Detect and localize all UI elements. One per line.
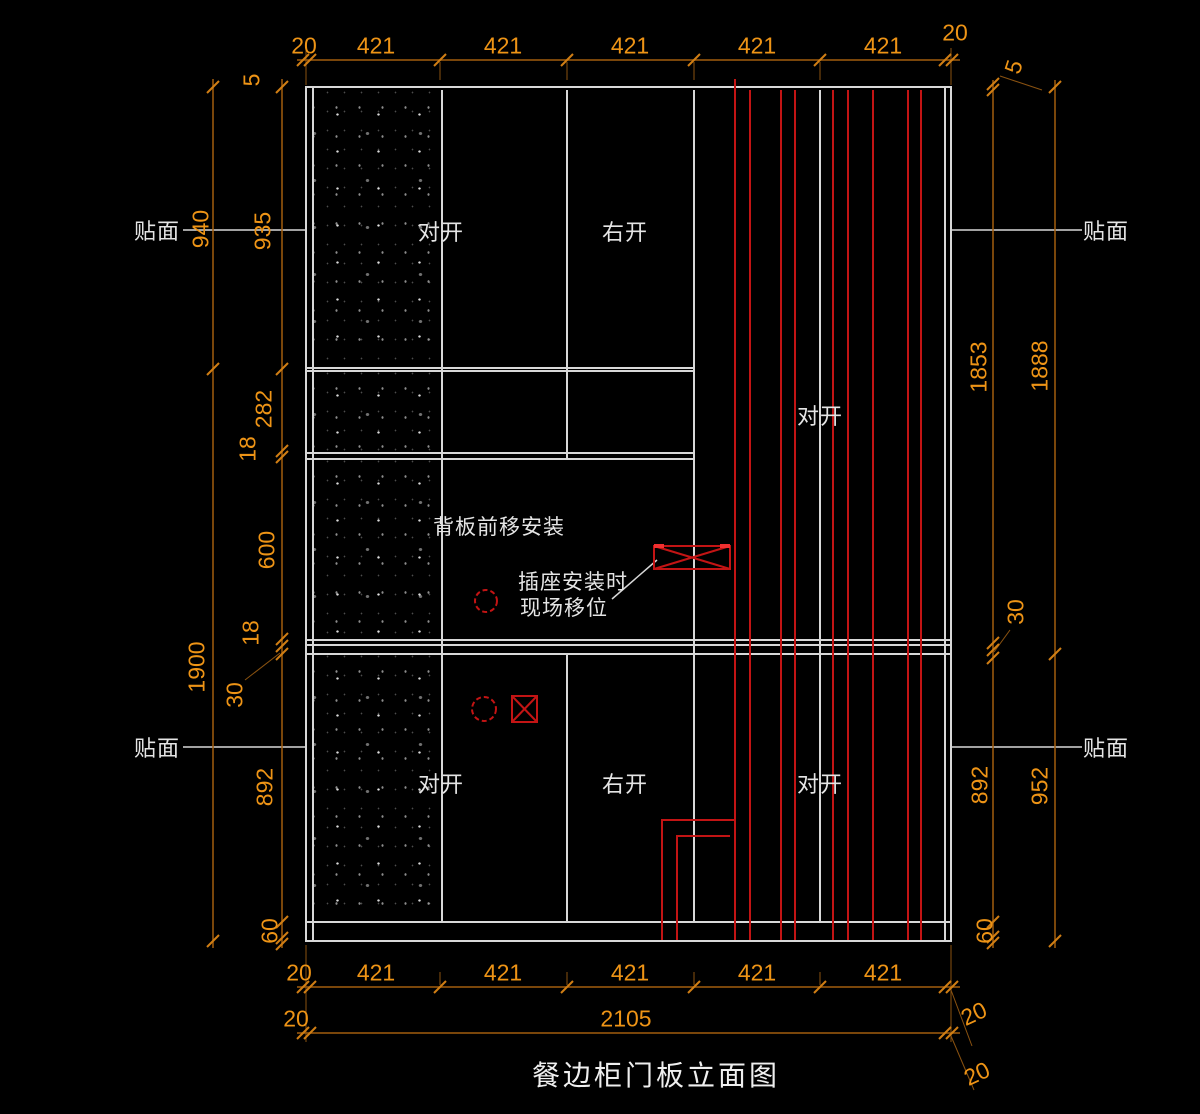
dimension-lines — [212, 59, 1056, 1034]
dim-top-20-left: 20 — [291, 32, 317, 59]
dim-top-20-right: 20 — [942, 19, 968, 46]
dim-bottom-421: 421 — [610, 959, 650, 986]
dim-left-282: 282 — [250, 389, 277, 429]
stone-hatch-panel-middle — [314, 460, 440, 639]
socket-note-line1: 插座安装时 — [518, 571, 628, 594]
veneer-label-left-bottom: 贴面 — [133, 736, 181, 761]
stone-hatch-panel-band — [314, 372, 440, 452]
circle-symbol-lower — [471, 696, 497, 722]
dim-left-892: 892 — [251, 767, 278, 807]
stone-hatch-panel-top — [314, 91, 440, 367]
circle-symbol-upper — [474, 589, 498, 613]
cabinet-outer-frame — [305, 86, 952, 942]
socket-note-line2: 现场移位 — [520, 597, 608, 620]
dim-total-2105: 2105 — [600, 1005, 652, 1032]
door-label-double-open-top: 对开 — [417, 220, 465, 245]
socket-symbol-box — [653, 545, 731, 570]
dim-top-421: 421 — [356, 32, 396, 59]
x-box-diagonal — [511, 695, 538, 723]
back-panel-note: 背板前移安装 — [433, 516, 565, 539]
dim-top-421: 421 — [610, 32, 650, 59]
dimension-ticks — [206, 53, 1062, 1040]
veneer-label-right-bottom: 贴面 — [1082, 736, 1130, 761]
dim-left-5: 5 — [238, 73, 265, 87]
socket-symbol-diagonal — [653, 545, 731, 570]
dim-right-1853: 1853 — [965, 341, 992, 393]
dim-left-935: 935 — [249, 211, 276, 251]
veneer-leaders — [183, 229, 1082, 748]
door-label-double-open-bottom-right: 对开 — [796, 772, 844, 797]
dim-top-421: 421 — [737, 32, 777, 59]
door-label-right-open-top: 右开 — [601, 220, 649, 245]
door-label-double-open-shutter: 对开 — [796, 404, 844, 429]
dim-left-600: 600 — [253, 530, 280, 570]
veneer-label-left-top: 贴面 — [133, 219, 181, 244]
drawing-title: 餐边柜门板立面图 — [531, 1060, 781, 1091]
red-cutout-outer — [661, 819, 734, 940]
door-label-right-open-bottom: 右开 — [601, 772, 649, 797]
dim-left-1900: 1900 — [183, 641, 210, 693]
dim-bottom-421: 421 — [356, 959, 396, 986]
veneer-label-right-top: 贴面 — [1082, 219, 1130, 244]
stone-hatch-panel-bottom — [314, 655, 440, 921]
dim-left-60: 60 — [256, 918, 283, 944]
dim-left-940: 940 — [187, 209, 214, 249]
socket-note-leader — [611, 559, 658, 600]
witness-lines — [244, 48, 1043, 1091]
dim-bottom-421: 421 — [863, 959, 903, 986]
dim-right-952: 952 — [1026, 766, 1053, 806]
red-symbols — [471, 544, 731, 723]
dim-right-30: 30 — [1002, 599, 1029, 625]
red-cutout-inner — [676, 835, 730, 940]
dim-right-60: 60 — [971, 918, 998, 944]
dim-left-18b: 18 — [237, 620, 264, 646]
door-label-double-open-bottom: 对开 — [417, 772, 465, 797]
red-door-pattern — [661, 79, 922, 940]
dim-right-1888: 1888 — [1026, 340, 1053, 392]
dim-top-421: 421 — [863, 32, 903, 59]
dim-left-30: 30 — [221, 682, 248, 708]
dim-right-892: 892 — [966, 765, 993, 805]
x-box-symbol — [511, 695, 538, 723]
cabinet-outline — [305, 86, 952, 942]
dim-total-20-left: 20 — [283, 1005, 309, 1032]
dim-bottom-421: 421 — [483, 959, 523, 986]
dim-bottom-20-left: 20 — [286, 959, 312, 986]
dim-bottom-421: 421 — [737, 959, 777, 986]
dim-left-18a: 18 — [234, 436, 261, 462]
dim-top-421: 421 — [483, 32, 523, 59]
